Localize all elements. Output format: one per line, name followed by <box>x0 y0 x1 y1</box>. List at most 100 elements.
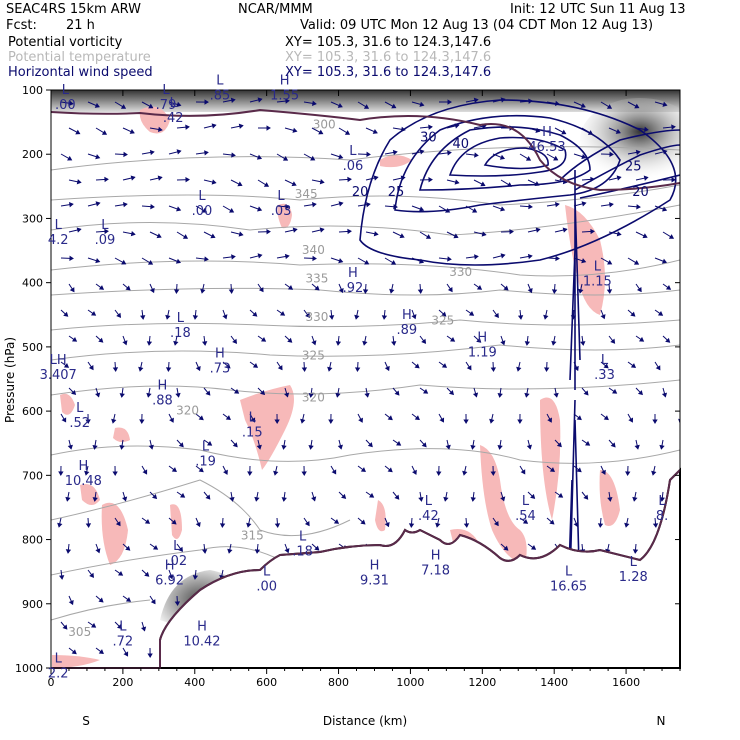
pv-extremum-value: 2.2 <box>48 666 69 681</box>
y-tick-label: 400 <box>22 277 43 290</box>
wind-arrow-head <box>287 337 293 343</box>
pv-extremum-value: 4.2 <box>48 233 69 248</box>
pv-extremum-type: H <box>78 459 88 474</box>
wind-arrow-head <box>690 341 693 344</box>
pv-extremum-value: .73 <box>210 361 231 376</box>
wind-arrow-head <box>684 314 687 317</box>
wind-arrow-head <box>583 390 589 396</box>
wind-arrow-head <box>125 545 131 551</box>
pv-extremum-type: L <box>76 401 84 416</box>
wind-arrow-head <box>225 415 231 421</box>
wind-arrow-head <box>256 154 263 160</box>
wind-arrow-head <box>535 127 541 133</box>
wind-arrow <box>682 518 687 525</box>
pv-extremum-type: L <box>62 83 70 98</box>
wind-arrow-head <box>301 367 308 372</box>
pv-extremum-type: L <box>170 96 178 111</box>
wind-arrow-head <box>419 149 425 155</box>
wind-arrow-head <box>612 388 618 394</box>
wind-arrow-head <box>526 444 532 450</box>
pv-extremum-type: L <box>630 555 638 570</box>
valid-time: Valid: 09 UTC Mon 12 Aug 13 (04 CDT Mon … <box>300 18 654 33</box>
field-xy-wind: XY= 105.3, 31.6 to 124.3,147.6 <box>285 65 492 80</box>
wind-arrow-head <box>98 337 104 343</box>
wind-arrow-head <box>211 179 217 185</box>
wind-arrow-head <box>447 256 452 262</box>
x-tick-label: 800 <box>328 676 349 689</box>
x-tick-label: 200 <box>112 676 133 689</box>
wind-arrow-head <box>85 419 91 424</box>
wind-arrow-head <box>500 253 506 259</box>
wind-arrow-head <box>527 253 533 260</box>
theta-label: 325 <box>431 313 454 327</box>
pv-extremum-value: .72 <box>113 634 134 649</box>
wind-arrow-head <box>185 124 190 130</box>
pv-extremum-value: .00 <box>55 98 76 113</box>
wind-arrow <box>682 570 689 575</box>
wind-arrow-head <box>232 442 238 448</box>
wind-arrow <box>690 284 697 290</box>
wind-arrow-head <box>694 598 697 601</box>
x-end-label-right: N <box>657 714 666 728</box>
wind-arrow-head <box>603 363 609 369</box>
wind-arrow-head <box>122 201 128 208</box>
theta-label: 320 <box>302 390 325 404</box>
wind-arrow-head <box>698 180 701 183</box>
wind-arrow-head <box>530 544 537 550</box>
wind-arrow-head <box>417 289 424 294</box>
wind-arrow-head <box>662 149 668 155</box>
wind-arrow-head <box>285 204 290 210</box>
wind-arrow-head <box>147 260 154 265</box>
wind-arrow-head <box>365 202 371 208</box>
wind-arrow-head <box>256 444 262 450</box>
wind-arrow-head <box>257 97 263 103</box>
pv-surface-contour <box>51 469 681 669</box>
wind-arrow-head <box>659 497 665 502</box>
theta-label: 330 <box>306 310 329 324</box>
wind-arrow-head <box>443 496 449 502</box>
pv-extremum-type: H <box>431 549 441 564</box>
wind-arrow-head <box>384 522 390 528</box>
wind-arrow-head <box>555 255 560 262</box>
wind-arrow-head <box>335 341 342 346</box>
wind-arrow-head <box>662 101 668 107</box>
pv-extremum-value: .09 <box>95 233 116 248</box>
wind-arrow-head <box>476 285 483 290</box>
theta-label: 320 <box>176 403 199 417</box>
wind-arrow-head <box>319 179 325 185</box>
wind-arrow-head <box>551 289 558 294</box>
wind-arrow-head <box>367 442 373 448</box>
pv-extremum-value: 6.92 <box>155 573 184 588</box>
wind-arrow-head <box>123 651 129 657</box>
pv-extremum-value: .89 <box>396 323 417 338</box>
wind-arrow-head <box>500 496 506 502</box>
pv-extremum-type: H <box>370 558 380 573</box>
wind-arrow-head <box>520 469 526 475</box>
wind-arrow-head <box>691 652 694 655</box>
wind-arrow-head <box>687 446 691 449</box>
wind-arrow-head <box>421 338 427 344</box>
wind-arrow-head <box>506 182 513 187</box>
wind-arrow-head <box>140 315 146 320</box>
wind-arrow-head <box>228 207 235 213</box>
wind-arrow-head <box>112 471 118 476</box>
wind-arrow-head <box>176 206 182 212</box>
wind-arrow-head <box>610 442 616 448</box>
wind-arrow-head <box>204 99 209 105</box>
wind-arrow-head <box>580 341 586 346</box>
wind-arrow-head <box>69 255 74 262</box>
wind-arrow-head <box>414 415 420 421</box>
wind-arrow-head <box>178 442 184 448</box>
wind-arrow-head <box>92 444 98 450</box>
wind-arrow-head <box>119 393 125 398</box>
wind-arrow-head <box>104 176 109 183</box>
wind-arrow-head <box>257 206 263 212</box>
wind-arrow-head <box>399 233 405 239</box>
wind-arrow-head <box>494 312 499 319</box>
wind-arrow-head <box>489 418 495 424</box>
wind-arrow-head <box>95 258 101 264</box>
wind-arrow-head <box>144 571 150 577</box>
wind-arrow-head <box>198 415 204 421</box>
wind-arrow-head <box>418 496 424 502</box>
wind-arrow-head <box>144 519 151 524</box>
